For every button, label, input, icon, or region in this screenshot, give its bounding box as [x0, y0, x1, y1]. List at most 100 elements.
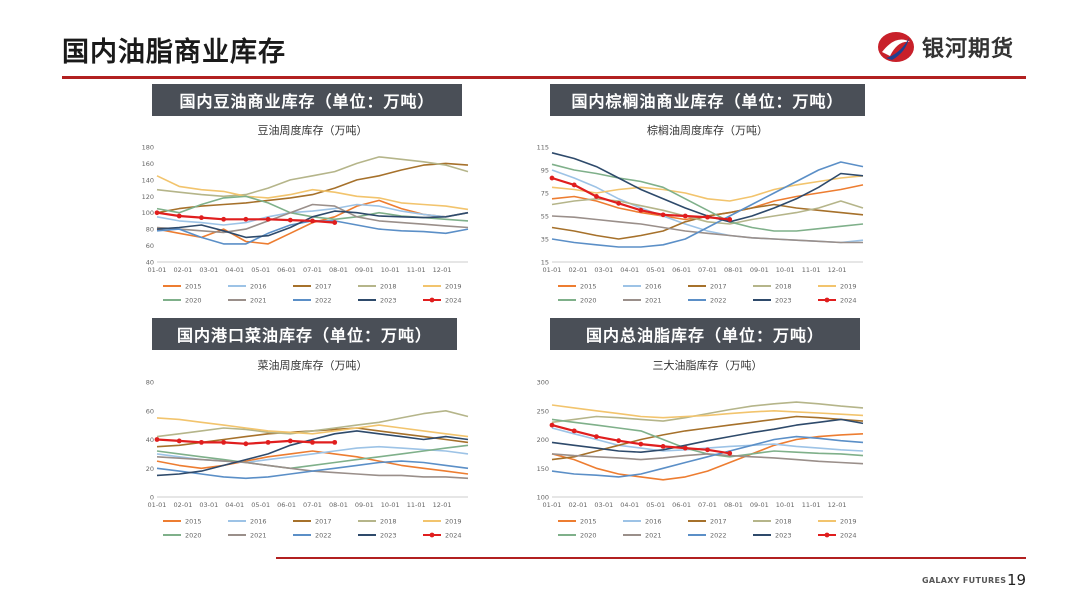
panel-header-soybean-oil: 国内豆油商业库存（单位：万吨） — [152, 84, 462, 116]
series-2024-point — [594, 194, 599, 199]
series-line-2022 — [551, 161, 864, 248]
y-tick-label: 40 — [146, 436, 154, 444]
x-tick-label: 02-01 — [173, 501, 192, 509]
legend-marker-2024 — [429, 532, 435, 538]
x-tick-label: 09-01 — [355, 266, 374, 274]
series-2024-point — [243, 441, 249, 447]
y-tick-label: 115 — [537, 144, 549, 152]
series-line-2021 — [551, 453, 864, 465]
y-tick-label: 140 — [142, 176, 154, 184]
legend-label: 2020 — [185, 297, 202, 305]
y-tick-label: 180 — [142, 144, 154, 152]
series-line-2022 — [551, 435, 864, 478]
y-tick-label: 60 — [146, 407, 154, 415]
x-tick-label: 12-01 — [828, 501, 847, 509]
series-line-2018 — [551, 401, 864, 424]
series-2024-point — [199, 215, 204, 221]
legend-label: 2023 — [775, 297, 792, 305]
legend-label: 2024 — [445, 297, 462, 305]
x-tick-label: 04-01 — [225, 266, 244, 274]
galaxy-logo-icon — [878, 32, 914, 62]
series-2024-point — [594, 434, 599, 440]
chart-svg: 三大油脂库存（万吨） 100 150 200 250 300 01-01 02-01 03-01… — [537, 358, 864, 540]
x-tick-label: 09-01 — [750, 266, 769, 274]
panel-header-rapeseed-oil: 国内港口菜油库存（单位：万吨） — [152, 318, 457, 350]
legend-label: 2015 — [185, 518, 202, 526]
series-2024-point — [265, 216, 271, 222]
legend-marker-2024 — [824, 297, 830, 303]
y-tick-label: 20 — [146, 465, 154, 473]
series-2024-point — [727, 450, 733, 456]
x-tick-label: 03-01 — [594, 501, 613, 509]
x-tick-label: 03-01 — [594, 266, 613, 274]
x-tick-label: 09-01 — [355, 501, 374, 509]
series-2024-point — [660, 444, 666, 449]
legend-label: 2017 — [710, 283, 727, 291]
legend-label: 2023 — [775, 532, 792, 540]
chart-svg: 菜油周度库存（万吨） 0 20 40 60 80 01-01 02-01 03-01 04-01 0… — [146, 358, 469, 540]
series-2024-point — [727, 217, 733, 222]
footer-brand: GALAXY FUTURES — [922, 576, 1007, 585]
legend-label: 2016 — [250, 283, 267, 291]
x-tick-label: 02-01 — [173, 266, 192, 274]
x-tick-label: 08-01 — [724, 501, 743, 509]
y-tick-label: 250 — [537, 407, 549, 415]
legend-label: 2023 — [380, 532, 397, 540]
series-2024-point — [638, 207, 644, 213]
series-2024-point — [287, 438, 293, 444]
total-oils-inventory-chart: 三大油脂库存（万吨） 100 150 200 250 300 01-01 02-01 03-01… — [530, 355, 875, 550]
series-2024-point — [154, 210, 160, 216]
x-tick-label: 04-01 — [620, 501, 639, 509]
x-tick-label: 11-01 — [802, 501, 821, 509]
x-tick-label: 09-01 — [750, 501, 769, 509]
x-tick-label: 02-01 — [568, 501, 587, 509]
x-tick-label: 06-01 — [672, 266, 691, 274]
legend-label: 2015 — [580, 518, 597, 526]
legend-label: 2020 — [185, 532, 202, 540]
series-line-2023 — [551, 152, 864, 223]
series-line-2018 — [156, 409, 469, 438]
x-tick-label: 08-01 — [329, 501, 348, 509]
chart-svg: 豆油周度库存（万吨） 40 60 80 100 120 140 160 180 01-01 02-0… — [142, 123, 469, 305]
series-line-2020 — [551, 163, 864, 232]
series-2024-point — [176, 438, 182, 444]
x-tick-label: 01-01 — [148, 266, 167, 274]
series-line-2015 — [551, 184, 864, 221]
y-tick-label: 55 — [541, 213, 549, 221]
legend-label: 2024 — [445, 532, 462, 540]
chart-title: 棕榈油周度库存（万吨） — [647, 123, 768, 137]
y-tick-label: 15 — [541, 259, 549, 267]
series-line-2023 — [156, 210, 469, 239]
series-line-2023 — [551, 418, 864, 453]
y-tick-label: 300 — [537, 379, 549, 387]
y-tick-label: 80 — [146, 226, 154, 234]
footer-divider — [276, 557, 1026, 559]
x-tick-label: 10-01 — [381, 266, 400, 274]
legend-label: 2019 — [445, 283, 462, 291]
slide-title: 国内油脂商业库存 — [62, 37, 286, 68]
series-2024-point — [638, 441, 644, 447]
legend-label: 2016 — [645, 283, 662, 291]
series-2024-point — [176, 213, 182, 219]
legend-label: 2016 — [250, 518, 267, 526]
legend-marker-2024 — [824, 532, 830, 538]
series-2024-point — [332, 220, 338, 225]
x-tick-label: 04-01 — [620, 266, 639, 274]
legend-label: 2020 — [580, 532, 597, 540]
page-number: 19 — [1007, 571, 1027, 589]
series-line-2016 — [156, 203, 469, 226]
x-tick-label: 01-01 — [148, 501, 167, 509]
series-2024-point — [682, 445, 688, 451]
series-line-2022 — [156, 460, 469, 480]
x-tick-label: 06-01 — [277, 501, 296, 509]
series-line-2019 — [156, 175, 469, 211]
series-line-2019 — [551, 404, 864, 419]
legend-label: 2015 — [185, 283, 202, 291]
chart-title: 菜油周度库存（万吨） — [258, 358, 368, 372]
legend-label: 2017 — [710, 518, 727, 526]
chart-title: 三大油脂库存（万吨） — [653, 358, 763, 372]
panel-header-total-oils: 国内总油脂库存（单位：万吨） — [550, 318, 860, 350]
series-2024-point — [705, 214, 710, 220]
series-2024-point — [310, 218, 315, 224]
x-tick-label: 03-01 — [199, 266, 218, 274]
